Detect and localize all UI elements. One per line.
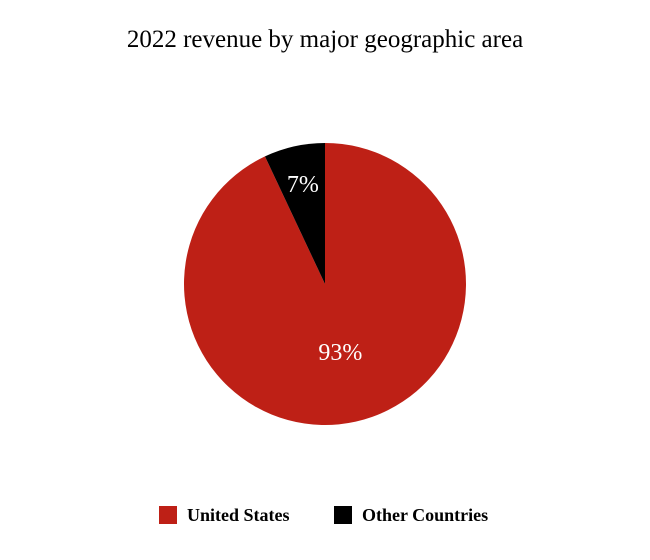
pie-label-united-states: 93% [318,340,362,366]
pie-slices [183,143,466,425]
legend-swatch-other-countries [334,506,352,524]
legend-label-united-states: United States [187,504,290,525]
legend: United States Other Countries [0,504,650,526]
pie-labels: 93% 7% [287,172,363,366]
pie-label-other-countries: 7% [287,172,319,198]
legend-item-other-countries: Other Countries [334,504,488,526]
legend-label-other-countries: Other Countries [362,504,489,525]
legend-swatch-united-states [159,506,177,524]
chart-title: 2022 revenue by major geographic area [126,26,524,53]
pie-slice-other-countries [264,143,325,284]
legend-item-united-states: United States [159,504,290,526]
